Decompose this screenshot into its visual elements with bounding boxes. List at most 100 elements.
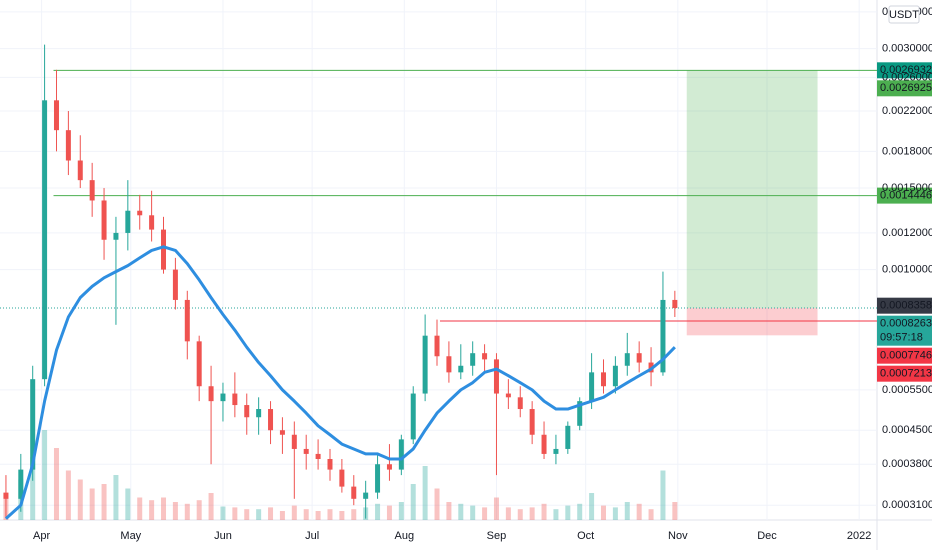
volume-bar <box>505 507 511 520</box>
volume-bar <box>577 503 583 520</box>
lines-layer <box>0 69 877 322</box>
volume-bar <box>398 502 404 520</box>
currency-label: USDT <box>889 9 919 21</box>
price-tag <box>877 297 932 314</box>
volume-bar <box>149 500 155 520</box>
price-tag-label: 0.0007213 <box>880 368 932 380</box>
y-tick-label: 0.0026000 <box>882 71 932 83</box>
x-tick-label: 2022 <box>847 530 871 542</box>
candle-body <box>315 453 321 460</box>
volume-bar <box>184 503 190 520</box>
candle-body <box>244 405 250 418</box>
y-tick-label: 0.0030000 <box>882 43 932 55</box>
candle-body <box>161 229 167 270</box>
candles-layer <box>3 44 678 519</box>
y-tick-label: 0.0015000 <box>882 182 932 194</box>
volume-bar <box>279 511 285 520</box>
volume-bar <box>42 430 48 520</box>
x-tick-label: Jul <box>305 530 319 542</box>
candle-body <box>660 299 666 373</box>
candle-body <box>446 356 452 373</box>
candle-body <box>422 335 428 394</box>
candle-body <box>565 425 571 449</box>
volume-bar <box>553 509 559 520</box>
y-tick-label: 0.0018000 <box>882 145 932 157</box>
candle-body <box>363 492 369 499</box>
candle-body <box>77 160 83 181</box>
x-tick-label: Jun <box>214 530 232 542</box>
volume-bar <box>53 448 59 520</box>
axis-layer: 0.00360000.00300000.00260000.00220000.00… <box>33 6 932 542</box>
volume-bar <box>600 505 606 520</box>
volume-bar <box>410 484 416 520</box>
volume-bar <box>672 502 678 520</box>
y-tick-label: 0.0022000 <box>882 105 932 117</box>
candle-body <box>636 353 642 363</box>
candle-body <box>172 269 178 300</box>
volume-bar <box>446 502 452 520</box>
candle-body <box>482 353 488 360</box>
candle-body <box>65 130 71 161</box>
candle-body <box>386 464 392 470</box>
x-tick-label: Apr <box>33 530 50 542</box>
volume-bar <box>636 503 642 520</box>
volume-bar <box>101 484 107 520</box>
volume-bar <box>291 505 297 520</box>
volume-bar <box>660 470 666 520</box>
candle-body <box>493 359 499 394</box>
candle-body <box>30 379 36 470</box>
y-tick-label: 0.0003100 <box>882 499 932 511</box>
candle-body <box>612 365 618 387</box>
candle-body <box>101 200 107 240</box>
x-tick-label: Aug <box>395 530 415 542</box>
volume-bar <box>220 506 226 520</box>
volume-bar <box>327 509 333 520</box>
volume-bar <box>589 493 595 520</box>
candle-body <box>398 439 404 470</box>
price-tag-label: 0.0007746 <box>880 350 932 362</box>
volume-bar <box>386 505 392 520</box>
candle-body <box>184 299 190 342</box>
candle-body <box>208 386 214 402</box>
volume-bar <box>648 509 654 520</box>
candle-body <box>434 335 440 357</box>
volume-bar <box>113 475 119 520</box>
stop-zone <box>686 307 818 336</box>
moving-average <box>4 245 676 520</box>
candle-body <box>256 409 262 418</box>
volume-bar <box>339 511 345 520</box>
volume-bar <box>196 500 202 520</box>
price-tag <box>877 365 932 382</box>
candle-body <box>339 469 345 487</box>
target-zone <box>686 70 818 308</box>
price-tag <box>877 62 932 79</box>
candle-body <box>541 434 547 454</box>
countdown-label: 09:57:18 <box>880 332 923 344</box>
volume-bar <box>458 503 464 520</box>
candle-body <box>232 393 238 406</box>
volume-bar <box>493 497 499 520</box>
ma-layer <box>4 245 676 520</box>
price-tag-label: 0.0008263 <box>880 318 932 330</box>
candle-body <box>196 341 202 387</box>
volume-bar <box>137 497 143 520</box>
candle-body <box>458 365 464 373</box>
candle-body <box>279 430 285 435</box>
volume-bar <box>172 502 178 520</box>
volume-bar <box>208 493 214 520</box>
volume-bar <box>232 507 238 520</box>
candle-body <box>149 215 155 230</box>
volume-bar <box>375 503 381 520</box>
candle-body <box>517 397 523 410</box>
candle-body <box>351 486 357 499</box>
currency-box[interactable] <box>888 5 920 24</box>
candle-body <box>470 353 476 366</box>
price-tag-label: 0.0026932 <box>880 64 932 76</box>
candle-body <box>600 372 606 387</box>
candle-body <box>375 464 381 493</box>
volume-bar <box>244 509 250 520</box>
candle-body <box>268 409 274 431</box>
y-tick-label: 0.0012000 <box>882 227 932 239</box>
volume-bar <box>77 479 83 520</box>
